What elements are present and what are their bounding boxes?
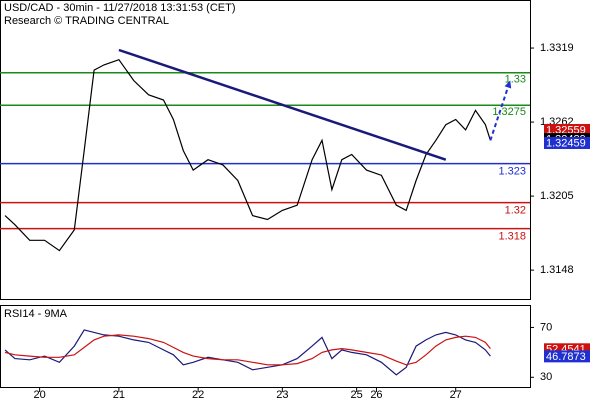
level-label: 1.323 [498, 166, 526, 178]
chart-subtitle: Research © TRADING CENTRAL [4, 15, 169, 27]
price-box [544, 136, 590, 149]
y-tick-label: 1.3319 [540, 42, 574, 54]
x-tick-label: 22 [192, 389, 204, 400]
price-label: 46.7873 [546, 351, 586, 363]
main-panel-frame [0, 0, 531, 300]
trend-line [118, 48, 447, 161]
y-tick-label: 70 [540, 321, 552, 333]
rsi-panel-frame [0, 305, 531, 388]
x-tick-label: 27 [450, 389, 462, 400]
level-label: 1.318 [498, 230, 526, 242]
y-tick-label: 1.3148 [540, 264, 574, 276]
x-tick-label: 20 [34, 389, 46, 400]
price-label: 1.32459 [546, 137, 586, 149]
price-box [544, 124, 590, 136]
y-tick-label: 30 [540, 371, 552, 383]
chart-title: USD/CAD - 30min - 11/27/2018 13:31:53 (C… [4, 2, 236, 14]
arrow-head [504, 80, 512, 89]
x-tick-label: 25 [351, 389, 363, 400]
x-tick-label: 21 [113, 389, 125, 400]
level-label: 1.3275 [492, 106, 526, 118]
level-label: 1.32 [505, 205, 526, 217]
rsi-title: RSI14 - 9MA [4, 308, 68, 320]
price-line [4, 329, 491, 376]
x-tick-label: 23 [276, 389, 288, 400]
price-box [544, 350, 590, 363]
price-line [4, 58, 491, 252]
y-tick-label: 1.3205 [540, 190, 574, 202]
price-line [4, 334, 491, 366]
forecast-arrow [489, 80, 512, 141]
x-tick-label: 26 [370, 389, 382, 400]
